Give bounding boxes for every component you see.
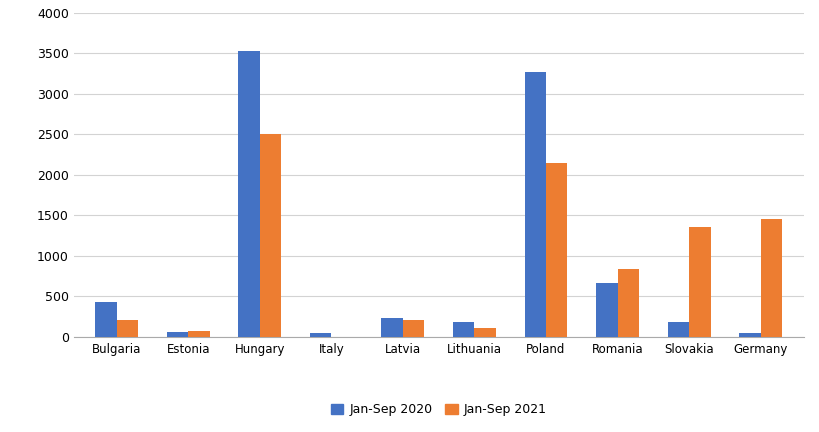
Bar [166,332,188,337]
Bar [595,283,617,337]
Bar [474,327,495,337]
Bar [188,331,210,337]
Bar [524,72,545,337]
Bar [116,321,138,337]
Bar [617,269,638,337]
Bar [760,219,781,337]
Bar [738,333,760,337]
Bar [402,320,424,337]
Bar [95,302,116,337]
Bar [452,322,474,337]
Bar [667,322,688,337]
Legend: Jan-Sep 2020, Jan-Sep 2021: Jan-Sep 2020, Jan-Sep 2021 [325,398,551,422]
Bar [310,334,331,337]
Bar [545,163,567,337]
Bar [381,318,402,337]
Bar [238,51,260,337]
Bar [688,227,710,337]
Bar [260,134,281,337]
